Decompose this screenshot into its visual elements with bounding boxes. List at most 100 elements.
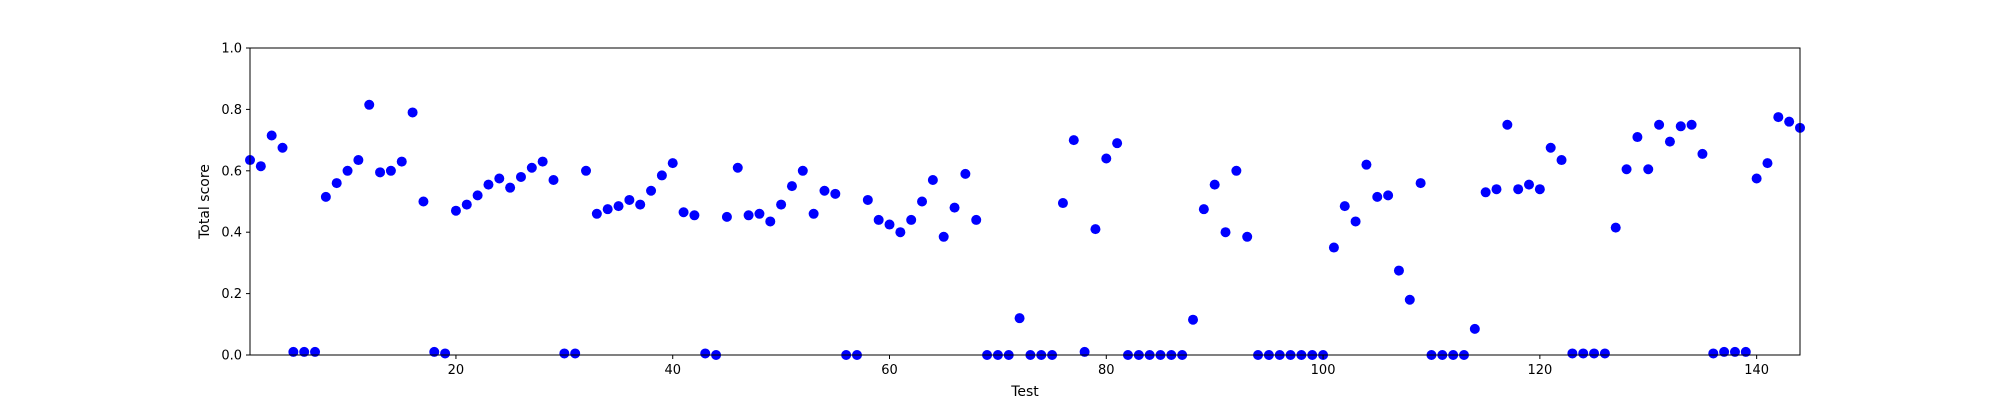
data-point [819,185,830,196]
data-point [407,107,418,118]
data-point [1654,119,1665,130]
data-point [602,204,613,215]
data-point [1632,132,1643,143]
data-point [1491,184,1502,195]
plot-area-background [250,48,1800,355]
data-point [754,208,765,219]
y-tick-label: 1.0 [221,42,242,57]
x-tick-label: 20 [448,363,465,378]
data-point [1209,179,1220,190]
data-point [320,191,331,202]
y-tick-label: 0.0 [221,349,242,364]
x-axis-ticks: 20 40 60 80 100 120 140 [448,355,1769,378]
data-point [1740,346,1751,357]
x-axis-label: Test [1010,384,1039,400]
data-point [808,208,819,219]
data-point [765,216,776,227]
data-point [1719,346,1730,357]
data-point [1242,231,1253,242]
x-tick-label: 120 [1527,363,1552,378]
data-point [917,196,928,207]
data-point [472,190,483,201]
data-point [1599,348,1610,359]
data-point [1643,164,1654,175]
data-point [906,214,917,225]
data-point [786,181,797,192]
data-point [1383,190,1394,201]
data-point [927,175,938,186]
data-point [1393,265,1404,276]
data-point [1339,201,1350,212]
data-point [1361,159,1372,170]
data-point [450,205,461,216]
data-point [255,161,266,172]
y-axis-ticks: 0.0 0.2 0.4 0.6 0.8 1.0 [221,42,250,364]
data-point [1621,164,1632,175]
data-point [971,214,982,225]
data-point [591,208,602,219]
data-point [884,219,895,230]
data-point [873,214,884,225]
data-point [1188,314,1199,325]
data-point [1513,184,1524,195]
data-point [895,227,906,238]
data-point [1350,216,1361,227]
data-point [960,168,971,179]
data-point [1534,184,1545,195]
data-point [646,185,657,196]
data-point [1556,155,1567,166]
data-point [1057,198,1068,209]
data-point [570,348,581,359]
data-point [1589,348,1600,359]
data-point [1578,348,1589,359]
data-point [1502,119,1513,130]
data-point [288,346,299,357]
data-point [1469,323,1480,334]
data-point [700,348,711,359]
data-point [1567,348,1578,359]
y-axis-label: Total score [197,164,213,240]
data-point [776,199,787,210]
data-point [1762,158,1773,169]
data-point [418,196,429,207]
data-point [505,182,516,193]
x-tick-label: 100 [1311,363,1336,378]
data-points [245,99,1805,360]
data-point [1784,116,1795,127]
data-point [1090,224,1101,235]
data-point [429,346,440,357]
data-point [364,99,375,110]
data-point [797,165,808,176]
data-point [732,162,743,173]
data-point [396,156,407,167]
data-point [299,346,310,357]
x-tick-label: 60 [881,363,898,378]
data-point [494,173,505,184]
data-point [721,211,732,222]
x-tick-label: 80 [1098,363,1115,378]
data-point [483,179,494,190]
data-point [331,178,342,189]
data-point [526,162,537,173]
data-point [1751,173,1762,184]
data-point [743,210,754,221]
data-point [678,207,689,218]
data-point [515,171,526,182]
data-point [689,210,700,221]
data-point [1664,136,1675,147]
data-point [1101,153,1112,164]
data-point [277,142,288,153]
data-point [353,155,364,166]
x-tick-label: 40 [664,363,681,378]
y-tick-label: 0.2 [221,287,242,302]
data-point [656,170,667,181]
data-point [1708,348,1719,359]
data-point [949,202,960,213]
x-tick-label: 140 [1744,363,1769,378]
data-point [1415,178,1426,189]
data-point [830,188,841,199]
data-point [440,348,451,359]
data-point [1328,242,1339,253]
data-point [342,165,353,176]
